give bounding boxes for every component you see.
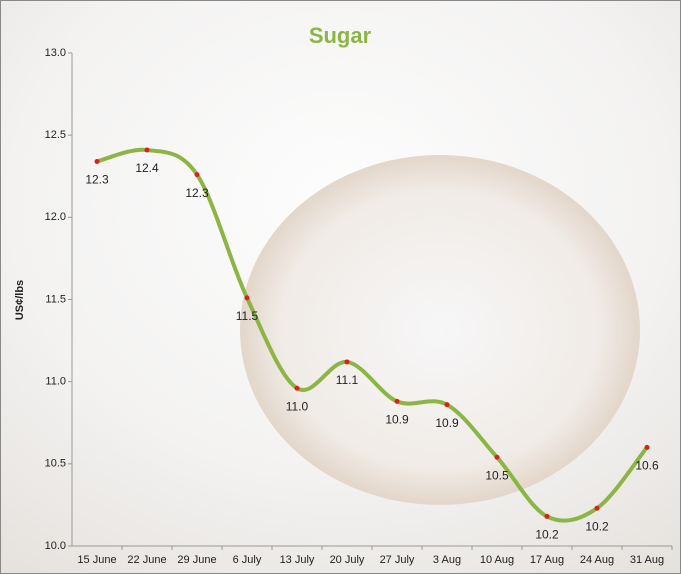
data-label: 12.3 [85,173,109,187]
x-tick-label: 22 June [127,554,166,566]
x-tick-label: 10 Aug [480,554,514,566]
y-tick-label: 10.5 [45,458,66,470]
data-label: 12.4 [135,161,159,175]
data-label: 10.5 [485,468,509,482]
data-label: 11.1 [336,373,359,387]
background-decoration [240,155,640,505]
x-tick-label: 29 June [177,554,216,566]
data-label: 11.0 [286,399,309,413]
y-tick-label: 10.0 [45,540,66,552]
x-tick-label: 13 July [280,554,315,566]
point [395,399,400,404]
point [295,386,300,391]
page: Sugar US¢/lbs 10.0 10.5 11.0 11.5 12.0 12.5 13… [0,0,681,574]
point [445,402,450,407]
y-tick-label: 12.5 [45,129,66,141]
x-tick-label: 20 July [330,554,365,566]
point [145,147,150,152]
data-label: 10.2 [535,528,559,542]
data-label: 10.9 [435,416,459,430]
point [645,445,650,450]
x-tick-label: 31 Aug [630,554,664,566]
chart-title: Sugar [309,23,372,48]
x-tick-label: 6 July [233,554,262,566]
point [245,295,250,300]
y-tick-label: 13.0 [45,47,66,59]
point [345,359,350,364]
x-tick-label: 17 Aug [530,554,564,566]
x-tick-label: 27 July [380,554,415,566]
data-label: 10.2 [585,519,609,533]
x-tick-label: 24 Aug [580,554,614,566]
point [595,506,600,511]
chart: Sugar US¢/lbs 10.0 10.5 11.0 11.5 12.0 12.5 13… [0,0,681,574]
point [495,455,500,460]
point [95,159,100,164]
y-axis-label: US¢/lbs [14,280,26,320]
y-tick-label: 11.5 [45,293,66,305]
data-label: 11.5 [236,309,259,323]
point [545,514,550,519]
data-label: 10.6 [635,459,659,473]
y-tick-label: 11.0 [45,376,66,388]
data-label: 10.9 [385,413,409,427]
data-label: 12.3 [185,186,209,200]
x-tick-label: 15 June [77,554,116,566]
x-tick-label: 3 Aug [433,554,461,566]
point [195,172,200,177]
y-tick-label: 12.0 [45,211,66,223]
